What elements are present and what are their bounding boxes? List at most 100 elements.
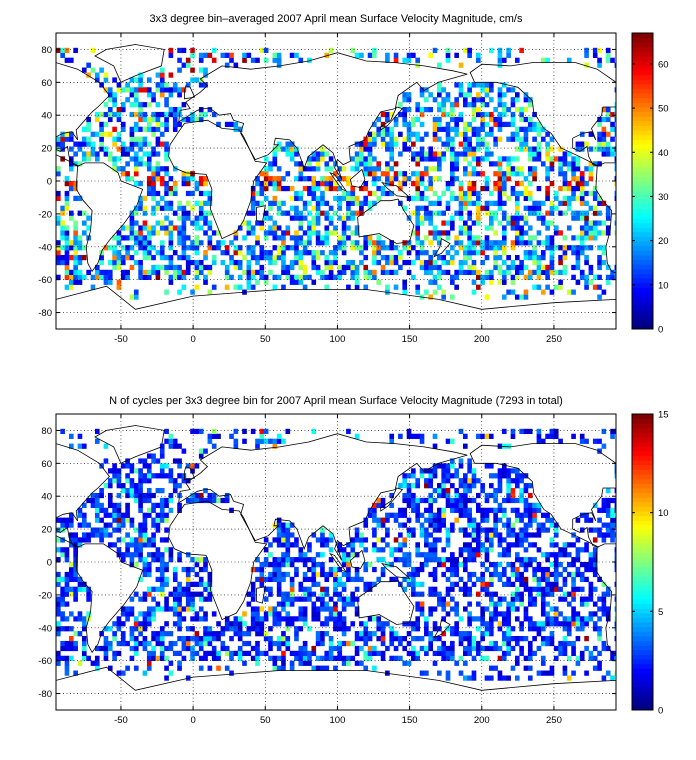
data-bin	[263, 547, 269, 553]
data-bin	[553, 205, 559, 211]
data-bin	[484, 581, 490, 587]
data-bin	[168, 473, 174, 479]
data-bin	[346, 552, 351, 558]
data-bin	[142, 557, 148, 563]
data-bin	[198, 448, 204, 454]
data-bin	[484, 245, 490, 251]
data-bin	[476, 478, 481, 484]
data-bin	[540, 522, 546, 528]
data-bin	[259, 562, 265, 568]
data-bin	[172, 166, 178, 172]
data-bin	[172, 586, 178, 592]
data-bin	[406, 52, 412, 58]
data-bin	[77, 245, 83, 251]
data-bin	[476, 200, 481, 206]
data-bin	[125, 478, 130, 484]
data-bin	[90, 497, 96, 504]
data-bin	[527, 166, 533, 172]
data-bin	[497, 161, 503, 167]
data-bin	[372, 274, 377, 280]
data-bin	[181, 606, 187, 612]
data-bin	[428, 264, 433, 271]
data-bin	[514, 136, 520, 142]
data-bin	[354, 645, 360, 652]
data-bin	[454, 284, 459, 290]
data-bin	[463, 171, 468, 177]
data-bin	[129, 626, 135, 632]
data-bin	[493, 171, 498, 177]
data-bin	[159, 92, 165, 98]
data-bin	[488, 210, 494, 216]
data-bin	[155, 274, 161, 280]
data-bin	[415, 215, 421, 221]
data-bin	[575, 621, 581, 627]
data-bin	[558, 210, 563, 216]
data-bin	[77, 542, 83, 548]
data-bin	[484, 205, 490, 211]
data-bin	[415, 107, 421, 113]
data-bin	[294, 52, 299, 58]
data-bin	[73, 670, 78, 676]
data-bin	[501, 210, 507, 216]
data-bin	[493, 591, 498, 597]
data-bin	[363, 181, 369, 187]
data-bin	[419, 636, 425, 642]
data-bin	[289, 215, 295, 221]
data-bin	[519, 650, 524, 657]
data-bin	[488, 611, 494, 617]
data-bin	[605, 497, 611, 504]
data-bin	[588, 596, 594, 602]
data-bin	[203, 220, 208, 226]
data-bin	[112, 655, 117, 661]
data-bin	[514, 92, 520, 98]
data-bin	[597, 141, 602, 147]
data-bin	[480, 488, 485, 494]
data-bin	[497, 502, 503, 509]
data-bin	[112, 621, 117, 627]
data-bin	[172, 87, 178, 93]
data-bin	[584, 166, 589, 172]
data-bin	[194, 225, 200, 231]
data-bin	[376, 185, 382, 192]
data-bin	[588, 650, 594, 657]
data-bin	[592, 274, 598, 280]
data-bin	[60, 131, 65, 137]
data-bin	[155, 527, 161, 533]
data-bin	[138, 230, 143, 236]
data-bin	[432, 527, 438, 533]
data-bin	[523, 616, 529, 622]
data-bin	[480, 611, 485, 617]
data-bin	[488, 507, 494, 513]
data-bin	[428, 220, 433, 226]
data-bin	[68, 636, 74, 642]
data-bin	[467, 141, 472, 147]
data-bin	[276, 274, 282, 280]
data-bin	[164, 82, 169, 88]
data-bin	[428, 517, 433, 523]
data-bin	[363, 185, 369, 192]
data-bin	[164, 547, 169, 553]
data-bin	[588, 517, 594, 523]
data-bin	[428, 552, 433, 558]
data-bin	[514, 675, 520, 681]
data-bin	[133, 640, 139, 647]
data-bin	[454, 176, 459, 182]
data-bin	[298, 220, 304, 226]
data-bin	[389, 576, 395, 583]
data-bin	[497, 102, 503, 108]
data-bin	[307, 542, 312, 548]
colorbar-segment	[632, 418, 653, 424]
data-bin	[562, 269, 568, 276]
data-bin	[367, 235, 373, 241]
data-bin	[151, 542, 156, 548]
data-bin	[133, 240, 139, 246]
data-bin	[185, 116, 191, 123]
data-bin	[77, 235, 83, 241]
data-bin	[532, 586, 537, 592]
data-bin	[536, 240, 542, 246]
data-bin	[445, 463, 451, 469]
data-bin	[458, 670, 464, 676]
data-bin	[380, 547, 386, 553]
data-bin	[389, 156, 395, 162]
data-bin	[168, 176, 174, 182]
